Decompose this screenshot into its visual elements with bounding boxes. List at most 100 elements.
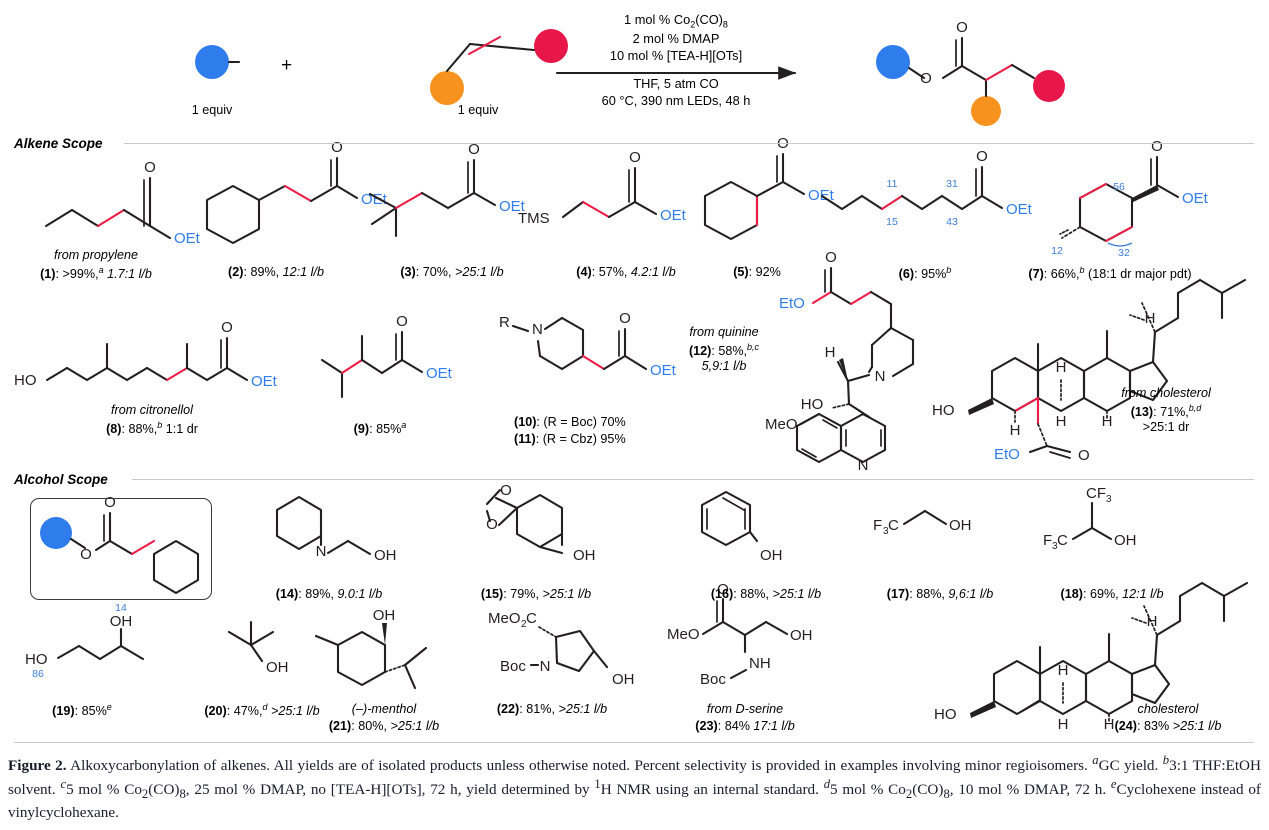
- svg-text:MeO: MeO: [765, 416, 798, 433]
- svg-text:O: O: [221, 319, 233, 336]
- svg-text:H: H: [1145, 310, 1156, 327]
- compound-2-label: (2): 89%, 12:1 l/b: [228, 265, 324, 279]
- compound-1-above: from propylene: [54, 248, 138, 262]
- svg-text:OH: OH: [949, 517, 972, 534]
- orange-sphere-alkene: [430, 71, 464, 105]
- svg-text:OH: OH: [110, 613, 133, 630]
- svg-text:F: F: [873, 517, 882, 534]
- svg-text:O: O: [331, 139, 343, 156]
- svg-text:CF: CF: [1086, 485, 1106, 502]
- alcohol-equiv-label: 1 equiv: [191, 103, 233, 117]
- compound-7-label: (7): 66%,b (18:1 dr major pdt): [1028, 265, 1192, 282]
- compound-24-label: (24): 83% >25:1 l/b: [1114, 719, 1222, 733]
- reaction-conditions-above: 1 mol % Co2(CO)8 2 mol % DMAP 10 mol % […: [610, 12, 742, 65]
- structure-16: OH: [700, 490, 783, 564]
- orange-sphere-product: [971, 96, 1001, 126]
- svg-text:O: O: [1151, 138, 1163, 155]
- figure-caption: Figure 2. Alkoxycarbonylation of alkenes…: [8, 753, 1261, 822]
- section-header-alcohol-scope: Alcohol Scope: [14, 472, 108, 487]
- svg-text:C: C: [1057, 532, 1068, 549]
- svg-text:O: O: [80, 546, 92, 563]
- condition-line-4: 60 °C, 390 nm LEDs, 48 h: [601, 92, 751, 108]
- svg-text:3: 3: [1052, 541, 1058, 552]
- compound-8-above: from citronellol: [111, 403, 193, 417]
- svg-text:MeO: MeO: [667, 626, 700, 643]
- svg-text:H: H: [1056, 359, 1067, 376]
- svg-text:O: O: [825, 249, 837, 266]
- svg-text:Boc: Boc: [500, 658, 526, 675]
- compound-13-ratio: >25:1 dr: [1142, 420, 1190, 434]
- structure-10-11: R N O OEt: [499, 310, 677, 379]
- svg-text:HO: HO: [801, 396, 824, 413]
- svg-text:H: H: [825, 344, 836, 361]
- compound-21-above: (–)-menthol: [351, 702, 417, 716]
- svg-text:H: H: [1147, 613, 1158, 630]
- svg-text:O: O: [976, 148, 988, 165]
- svg-text:HO: HO: [14, 372, 37, 389]
- compound-21-label: (21): 80%, >25:1 l/b: [328, 719, 440, 733]
- svg-text:OEt: OEt: [1182, 190, 1209, 207]
- compound-24-above: cholesterol: [1137, 702, 1199, 716]
- svg-text:EtO: EtO: [779, 295, 805, 312]
- compound-12-above: from quinine: [689, 325, 759, 339]
- structure-19: HO OH 14 86: [25, 602, 145, 680]
- alkene-equiv-label: 1 equiv: [457, 103, 499, 117]
- svg-text:H: H: [1058, 662, 1069, 679]
- structure-8: HO O OEt: [14, 319, 278, 390]
- svg-text:3: 3: [883, 526, 889, 537]
- svg-text:O: O: [1078, 447, 1090, 464]
- footnote-a: GC yield.: [1098, 757, 1159, 775]
- svg-text:O: O: [717, 581, 729, 598]
- structure-6: O OEt 11 15 31 43: [820, 148, 1033, 228]
- svg-text:O: O: [920, 70, 932, 87]
- blue-sphere-product: [876, 45, 910, 79]
- compound-6-label: (6): 95%b: [898, 265, 952, 282]
- svg-text:MeO: MeO: [488, 610, 521, 627]
- structure-15: O O OH: [485, 482, 596, 564]
- svg-text:H: H: [1104, 716, 1115, 733]
- svg-text:O: O: [468, 141, 480, 158]
- svg-text:OEt: OEt: [499, 198, 526, 215]
- compound-12-label: (12): 58%,b,c: [688, 342, 760, 359]
- structure-20: OH: [227, 620, 289, 676]
- svg-text:OEt: OEt: [251, 373, 278, 390]
- svg-text:H: H: [1102, 413, 1113, 430]
- compound-15-label: (15): 79%, >25:1 l/b: [480, 587, 592, 601]
- svg-text:N: N: [532, 321, 543, 338]
- compound-18-label: (18): 69%, 12:1 l/b: [1060, 587, 1164, 601]
- structure-14: N OH: [275, 495, 397, 564]
- svg-text:OH: OH: [760, 547, 783, 564]
- svg-text:OEt: OEt: [660, 207, 687, 224]
- svg-text:14: 14: [115, 602, 127, 614]
- structure-17: F 3 C OH: [873, 509, 972, 537]
- reaction-conditions-below: THF, 5 atm CO 60 °C, 390 nm LEDs, 48 h: [602, 76, 751, 110]
- compound-22-label: (22): 81%, >25:1 l/b: [496, 702, 608, 716]
- condition-line-2: 10 mol % [TEA-H][OTs]: [609, 48, 743, 64]
- structure-13: HO H H H H EtO O H: [932, 278, 1247, 464]
- compound-1-label: (1): >99%,a 1.7:1 l/b: [40, 265, 152, 282]
- condition-line-3: THF, 5 atm CO: [633, 76, 719, 91]
- svg-text:C: C: [888, 517, 899, 534]
- structure-2: O OEt: [205, 139, 388, 245]
- structure-24: HO H H H H: [934, 581, 1249, 733]
- compound-13-label: (13): 71%,b,d: [1130, 403, 1202, 420]
- svg-text:EtO: EtO: [994, 446, 1020, 463]
- svg-text:H: H: [1058, 716, 1069, 733]
- svg-text:OH: OH: [374, 547, 397, 564]
- figure-number: Figure 2.: [8, 757, 67, 775]
- svg-text:32: 32: [1118, 247, 1130, 259]
- svg-text:O: O: [104, 494, 116, 511]
- compound-23-above: from D-serine: [706, 702, 784, 716]
- svg-text:H: H: [1056, 413, 1067, 430]
- svg-text:HO: HO: [25, 651, 48, 668]
- svg-text:31: 31: [946, 178, 958, 190]
- svg-text:OH: OH: [573, 547, 596, 564]
- compound-11-label: (11): (R = Cbz) 95%: [514, 432, 626, 446]
- caption-title: Alkoxycarbonylation of alkenes.: [70, 757, 271, 775]
- svg-text:OH: OH: [790, 627, 813, 644]
- svg-text:O: O: [486, 516, 498, 533]
- svg-text:HO: HO: [934, 706, 957, 723]
- structure-3: O OEt: [368, 141, 526, 238]
- compound-3-label: (3): 70%, >25:1 l/b: [400, 265, 504, 279]
